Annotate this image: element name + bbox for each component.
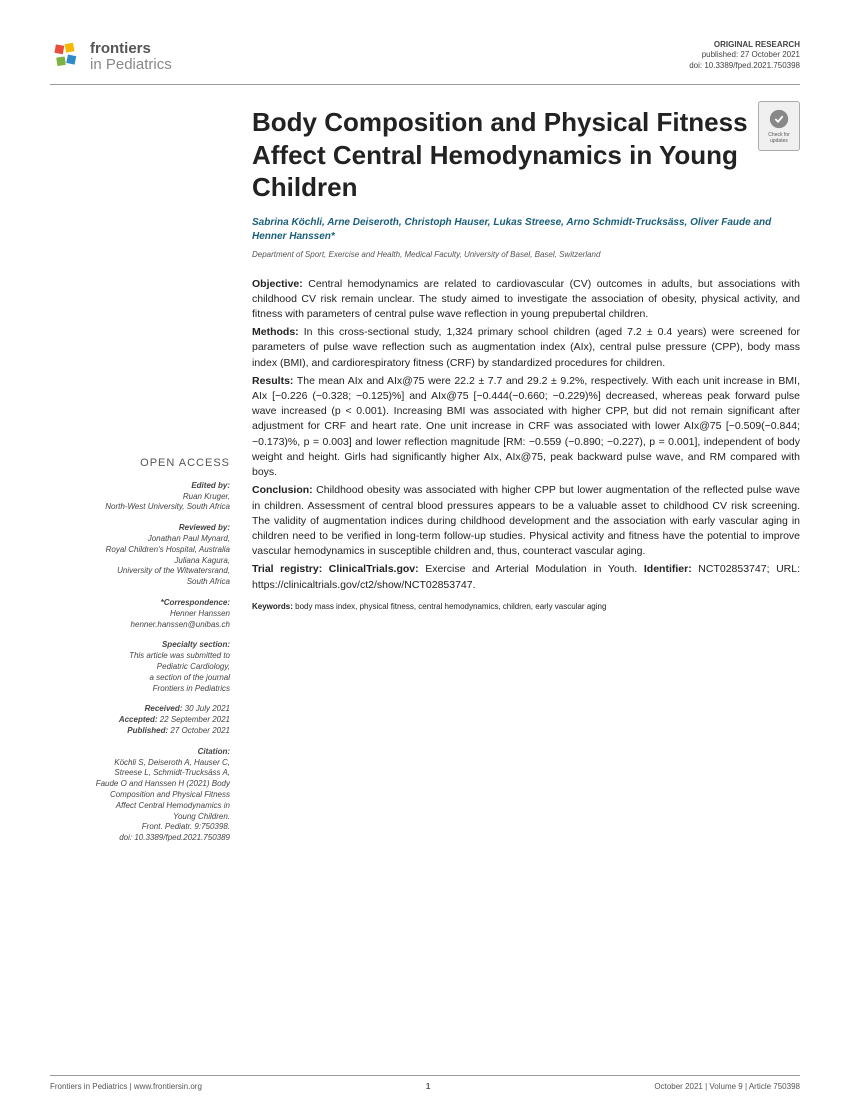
published-header: Published: [127, 726, 168, 735]
journal-logo: frontiers in Pediatrics [50, 40, 172, 74]
keywords-text: body mass index, physical fitness, centr… [293, 602, 606, 611]
article-title: Body Composition and Physical Fitness Af… [252, 106, 800, 204]
citation-header: Citation: [50, 747, 230, 758]
abstract: Objective: Central hemodynamics are rela… [252, 277, 800, 613]
objective-label: Objective: [252, 278, 303, 290]
affiliation: Department of Sport, Exercise and Health… [252, 250, 800, 259]
published-date: 27 October 2021 [168, 726, 230, 735]
publication-info: ORIGINAL RESEARCH published: 27 October … [689, 40, 800, 71]
reviewed-by: Jonathan Paul Mynard, Royal Children's H… [50, 534, 230, 588]
trial-text: Exercise and Arterial Modulation in Yout… [419, 563, 644, 575]
conclusion-text: Childhood obesity was associated with hi… [252, 484, 800, 557]
publish-date: published: 27 October 2021 [689, 50, 800, 60]
logo-text-bold: frontiers [90, 40, 151, 57]
footer-right: October 2021 | Volume 9 | Article 750398 [654, 1082, 800, 1091]
page-footer: Frontiers in Pediatrics | www.frontiersi… [50, 1075, 800, 1091]
citation: Köchli S, Deiseroth A, Hauser C, Streese… [50, 758, 230, 844]
accepted-header: Accepted: [119, 715, 158, 724]
objective-text: Central hemodynamics are related to card… [252, 278, 800, 320]
correspondence: Henner Hanssen henner.hanssen@unibas.ch [50, 609, 230, 631]
page-number: 1 [426, 1082, 430, 1091]
article-type: ORIGINAL RESEARCH [689, 40, 800, 50]
correspondence-header: *Correspondence: [50, 598, 230, 609]
edited-by: Ruan Kruger, North-West University, Sout… [50, 492, 230, 514]
edited-by-header: Edited by: [50, 481, 230, 492]
specialty: This article was submitted to Pediatric … [50, 651, 230, 694]
conclusion-label: Conclusion: [252, 484, 313, 496]
trial-label: Trial registry: ClinicalTrials.gov: [252, 563, 419, 575]
accepted-date: 22 September 2021 [158, 715, 231, 724]
article-meta-sidebar: OPEN ACCESS Edited by: Ruan Kruger, Nort… [50, 281, 230, 854]
results-label: Results: [252, 375, 293, 387]
doi: doi: 10.3389/fped.2021.750398 [689, 61, 800, 71]
identifier-label: Identifier: [644, 563, 692, 575]
footer-left[interactable]: Frontiers in Pediatrics | www.frontiersi… [50, 1082, 202, 1091]
article-content: Body Composition and Physical Fitness Af… [252, 281, 800, 854]
keywords-label: Keywords: [252, 602, 293, 611]
open-access-label: OPEN ACCESS [50, 456, 230, 471]
journal-name: frontiers in Pediatrics [90, 41, 172, 74]
specialty-header: Specialty section: [50, 640, 230, 651]
reviewed-by-header: Reviewed by: [50, 523, 230, 534]
frontiers-logo-icon [50, 40, 84, 74]
received-date: 30 July 2021 [182, 704, 230, 713]
page-header: frontiers in Pediatrics ORIGINAL RESEARC… [50, 40, 800, 85]
results-text: The mean AIx and AIx@75 were 22.2 ± 7.7 … [252, 375, 800, 478]
logo-text-light: in Pediatrics [90, 56, 172, 73]
received-header: Received: [145, 704, 183, 713]
methods-label: Methods: [252, 326, 299, 338]
methods-text: In this cross-sectional study, 1,324 pri… [252, 326, 800, 368]
author-list: Sabrina Köchli, Arne Deiseroth, Christop… [252, 216, 800, 244]
